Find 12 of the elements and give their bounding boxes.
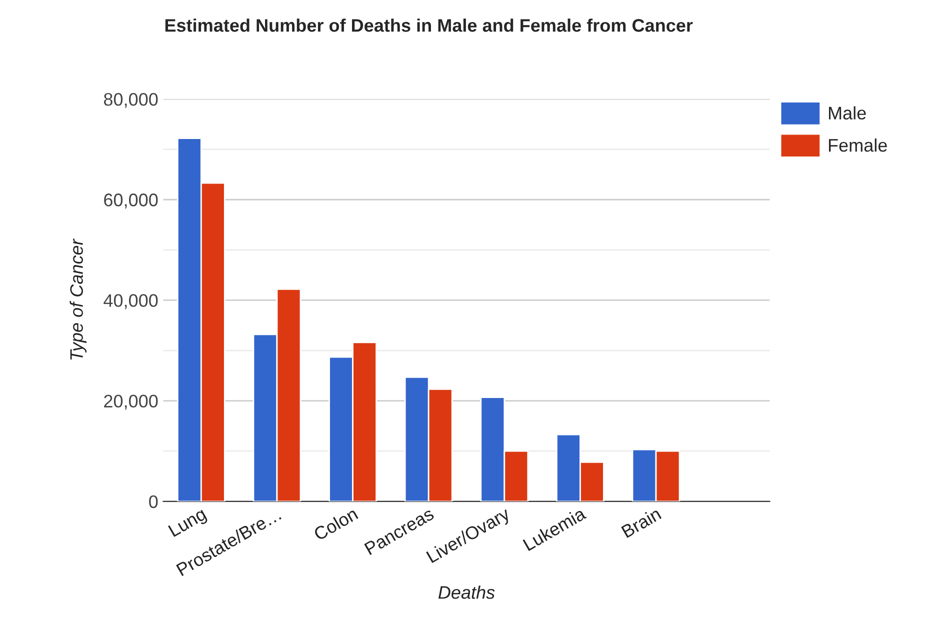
x-tick-label: Colon [312,506,358,541]
y-tick-label: 40,000 [104,294,158,310]
legend-label: Female [828,138,887,152]
chart-title: Estimated Number of Deaths in Male and Female from Cancer [165,18,693,32]
x-tick-label: Brain [620,506,662,538]
y-tick-label: 0 [149,495,158,508]
y-tick-label: 20,000 [104,394,158,410]
y-axis-title: Type of Cancer [70,238,87,360]
y-tick-label: 80,000 [104,92,158,108]
y-tick-label: 60,000 [104,194,158,208]
legend-label: Male [828,106,866,120]
x-axis-title: Deaths [438,586,495,599]
